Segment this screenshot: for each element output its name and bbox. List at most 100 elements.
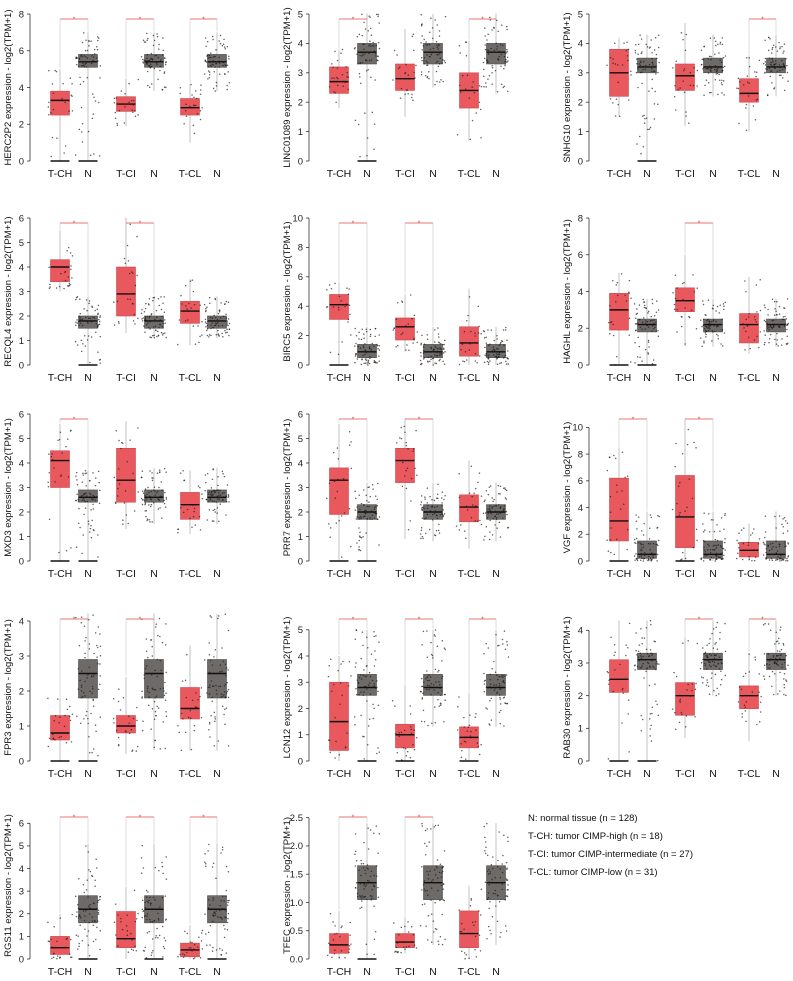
data-point (97, 626, 100, 628)
data-point (76, 57, 79, 59)
box-body (766, 652, 786, 670)
data-point (211, 696, 213, 699)
data-point (502, 854, 504, 857)
data-point (344, 81, 347, 83)
data-point (702, 676, 705, 679)
data-point (480, 743, 482, 746)
data-point (128, 732, 131, 735)
data-point (373, 665, 376, 667)
data-point (713, 654, 715, 656)
data-point (114, 903, 117, 905)
x-category-label: T-CI (116, 966, 136, 978)
data-point (708, 544, 711, 547)
data-point (371, 111, 374, 114)
data-point (200, 932, 203, 934)
data-point (486, 49, 488, 51)
data-point (153, 919, 155, 922)
data-point (337, 77, 339, 80)
data-point (377, 704, 380, 707)
data-point (767, 49, 770, 52)
significance-star: * (139, 221, 142, 228)
data-point (651, 87, 653, 90)
data-point (499, 722, 502, 725)
data-point (438, 53, 441, 55)
data-point (489, 678, 491, 681)
data-point (210, 680, 213, 682)
data-point (625, 300, 628, 302)
significance-star: * (202, 815, 205, 822)
y-tick-label: 6 (578, 476, 583, 487)
data-point (151, 938, 154, 940)
data-point (477, 481, 479, 483)
data-point (779, 560, 781, 562)
data-point (467, 726, 470, 729)
data-point (92, 675, 95, 677)
data-point (431, 519, 434, 521)
data-point (478, 325, 480, 328)
data-point (506, 90, 509, 93)
data-point (365, 70, 368, 72)
data-point (364, 895, 366, 898)
data-point (228, 55, 230, 58)
data-point (412, 342, 414, 344)
data-point (773, 300, 776, 303)
data-point (704, 651, 707, 654)
y-tick-label: 5 (19, 434, 24, 445)
y-tick-label: 4 (578, 626, 583, 637)
data-point (89, 907, 91, 909)
data-point (654, 36, 657, 39)
data-point (144, 672, 146, 675)
data-point (373, 345, 375, 348)
significance-bracket: * (125, 613, 155, 676)
data-point (156, 316, 158, 319)
data-point (769, 629, 772, 631)
data-point (366, 898, 368, 901)
data-point (83, 55, 85, 57)
data-point (635, 649, 637, 652)
data-point (714, 78, 717, 81)
data-point (77, 935, 79, 937)
data-point (392, 922, 395, 924)
data-point (654, 90, 656, 93)
data-point (370, 870, 373, 873)
x-category-label: T-CH (607, 768, 632, 780)
data-point (786, 557, 788, 560)
data-point (362, 535, 364, 538)
data-point (785, 679, 787, 681)
data-point (681, 452, 684, 455)
x-category-label: N (492, 966, 500, 978)
data-point (436, 348, 439, 350)
data-point (359, 61, 361, 64)
data-point (362, 735, 364, 738)
data-point (221, 324, 224, 327)
data-point (478, 472, 481, 474)
data-point (439, 81, 441, 83)
data-point (150, 57, 153, 60)
data-point (439, 899, 441, 902)
data-point (711, 340, 713, 342)
data-point (223, 491, 225, 494)
significance-bracket: * (684, 417, 714, 511)
data-point (80, 622, 83, 624)
data-point (82, 472, 84, 474)
y-tick-label: 2 (298, 507, 303, 518)
data-point (147, 891, 149, 893)
data-point (365, 943, 368, 945)
data-point (503, 344, 505, 346)
data-point (676, 502, 678, 505)
data-point (504, 64, 506, 67)
data-point (49, 286, 51, 288)
data-point (375, 825, 378, 827)
data-point (224, 708, 226, 711)
data-point (649, 619, 652, 622)
data-point (153, 334, 155, 337)
normal-box-n-1 (354, 823, 381, 960)
data-point (91, 692, 93, 695)
data-point (156, 927, 158, 930)
data-point (370, 899, 372, 901)
data-point (146, 54, 149, 56)
data-point (657, 71, 659, 74)
x-category-label: N (429, 372, 437, 384)
data-point (499, 493, 501, 495)
data-point (68, 110, 70, 112)
